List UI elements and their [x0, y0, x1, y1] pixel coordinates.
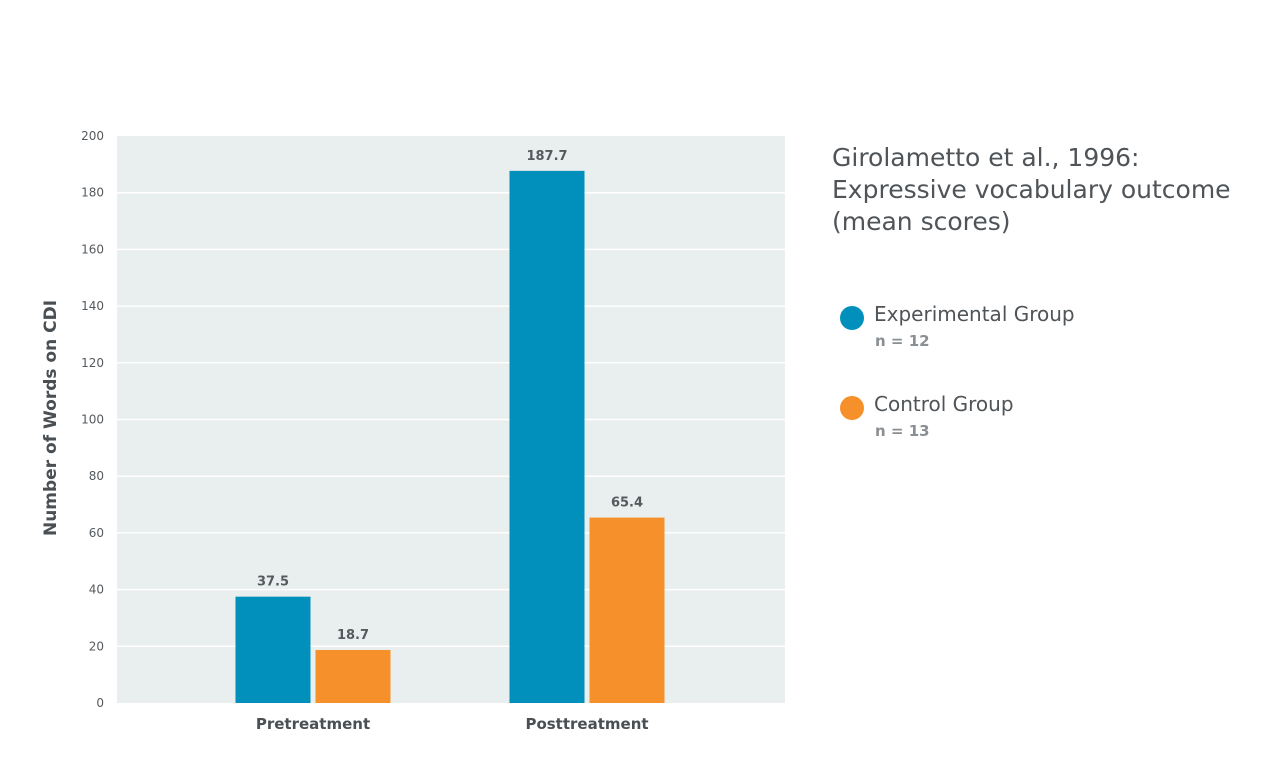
legend-swatch-experimental — [840, 306, 864, 330]
x-category-label: Pretreatment — [256, 715, 370, 733]
legend-item-control: Control Group n = 13 — [838, 390, 1238, 480]
y-tick-label: 40 — [89, 583, 104, 597]
y-tick-label: 100 — [81, 413, 104, 427]
chart-title: Girolametto et al., 1996: Expressive voc… — [832, 142, 1252, 238]
y-tick-label: 140 — [81, 299, 104, 313]
legend: Experimental Group n = 12 Control Group … — [838, 300, 1238, 480]
legend-n-experimental: n = 12 — [875, 332, 930, 350]
x-axis-categories: Pretreatment Posttreatment — [256, 715, 649, 733]
legend-label-control: Control Group — [874, 392, 1014, 416]
bar-pretreatment-control — [315, 649, 391, 703]
legend-n-control: n = 13 — [875, 422, 930, 440]
chart-title-line-1: Girolametto et al., 1996: — [832, 143, 1140, 172]
x-category-label: Posttreatment — [525, 715, 648, 733]
y-tick-label: 120 — [81, 356, 104, 370]
bar-value-label: 187.7 — [526, 149, 567, 164]
y-tick-label: 0 — [96, 696, 104, 710]
bar-value-label: 65.4 — [611, 496, 643, 511]
y-axis-ticks: 0 20 40 60 80 100 120 140 160 180 200 — [81, 129, 104, 710]
y-tick-label: 80 — [89, 469, 104, 483]
chart-title-line-3: (mean scores) — [832, 207, 1011, 236]
legend-label-experimental: Experimental Group — [874, 302, 1075, 326]
bar-pretreatment-experimental — [235, 596, 311, 703]
value-labels: 37.5 18.7 187.7 65.4 — [257, 149, 643, 643]
bar-value-label: 37.5 — [257, 575, 289, 590]
legend-swatch-control — [840, 396, 864, 420]
bars — [235, 170, 665, 704]
y-tick-label: 180 — [81, 186, 104, 200]
y-tick-label: 20 — [89, 639, 104, 653]
y-tick-label: 200 — [81, 129, 104, 143]
bar-posttreatment-control — [589, 517, 665, 703]
chart-title-line-2: Expressive vocabulary outcome — [832, 175, 1231, 204]
y-axis-title: Number of Words on CDI — [41, 300, 61, 536]
legend-item-experimental: Experimental Group n = 12 — [838, 300, 1238, 390]
bar-value-label: 18.7 — [337, 628, 369, 643]
gridlines — [117, 191, 785, 648]
bar-posttreatment-experimental — [509, 170, 585, 704]
y-tick-label: 60 — [89, 526, 104, 540]
y-tick-label: 160 — [81, 242, 104, 256]
